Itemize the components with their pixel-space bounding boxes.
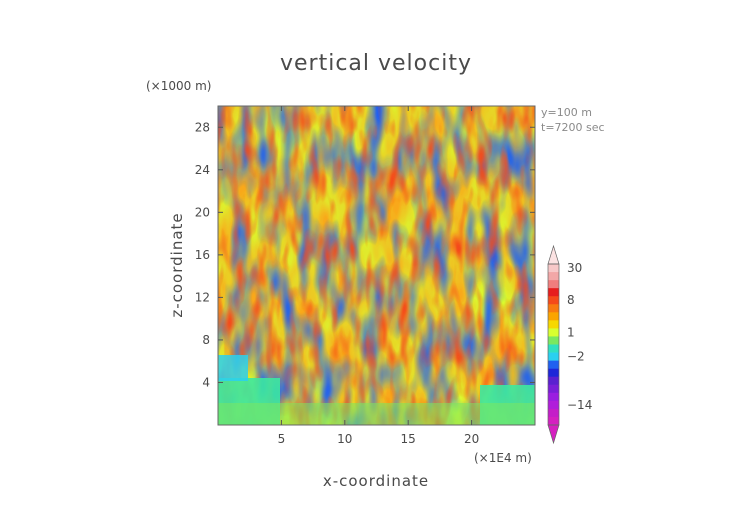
annotation-t: t=7200 sec [541,121,605,134]
y-unit-label: (×1000 m) [146,79,211,93]
y-tick-label: 20 [195,205,210,219]
colorbar-level [548,416,559,426]
x-tick-label: 15 [401,432,416,446]
colorbar-bottom-arrow [547,424,560,445]
colorbar-level [548,272,559,281]
colorbar-label: −14 [567,398,592,412]
annotation-y: y=100 m [541,106,592,119]
colorbar-level [548,280,559,289]
heatmap-field [218,106,535,425]
y-tick-label: 24 [195,163,210,177]
colorbar-level [548,400,559,410]
colorbar-level [548,360,559,369]
colorbar-level [548,384,559,394]
colorbar-level [548,328,559,337]
colorbar-level [548,312,559,321]
colorbar-label: 8 [567,293,575,307]
x-ticks: 5 10 15 20 [278,106,479,446]
y-tick-label: 16 [195,248,210,262]
colorbar-top-arrow [547,244,560,265]
colorbar-level [548,296,559,305]
y-tick-label: 28 [195,120,210,134]
colorbar-level [548,264,559,273]
colorbar-level [548,336,559,345]
colorbar-label: −2 [567,350,585,364]
y-tick-label: 4 [202,375,210,389]
colorbar-label: 1 [567,325,575,339]
colorbar-level [548,392,559,402]
chart-title: vertical velocity [280,51,472,76]
colorbar-label: 30 [567,261,582,275]
colorbar-level [548,288,559,297]
colorbar-level [548,376,559,386]
colorbar-level [548,368,559,377]
x-tick-label: 5 [278,432,286,446]
y-ticks: 4 8 12 16 20 24 28 [195,120,535,389]
y-tick-label: 8 [202,333,210,347]
plot-frame [217,105,536,426]
colorbar-level [548,304,559,313]
colorbar-level [548,320,559,329]
x-tick-label: 10 [337,432,352,446]
colorbar-frame [547,263,560,426]
colorbar-level [548,344,559,353]
y-axis-label: z-coordinate [168,212,186,317]
x-axis-label: x-coordinate [323,472,429,490]
y-tick-label: 12 [195,290,210,304]
colorbar-level [548,352,559,361]
x-unit-label: (×1E4 m) [474,451,532,465]
x-tick-label: 20 [464,432,479,446]
colorbar-level [548,408,559,418]
colorbar: 30 8 1 −2 −14 [547,244,592,445]
